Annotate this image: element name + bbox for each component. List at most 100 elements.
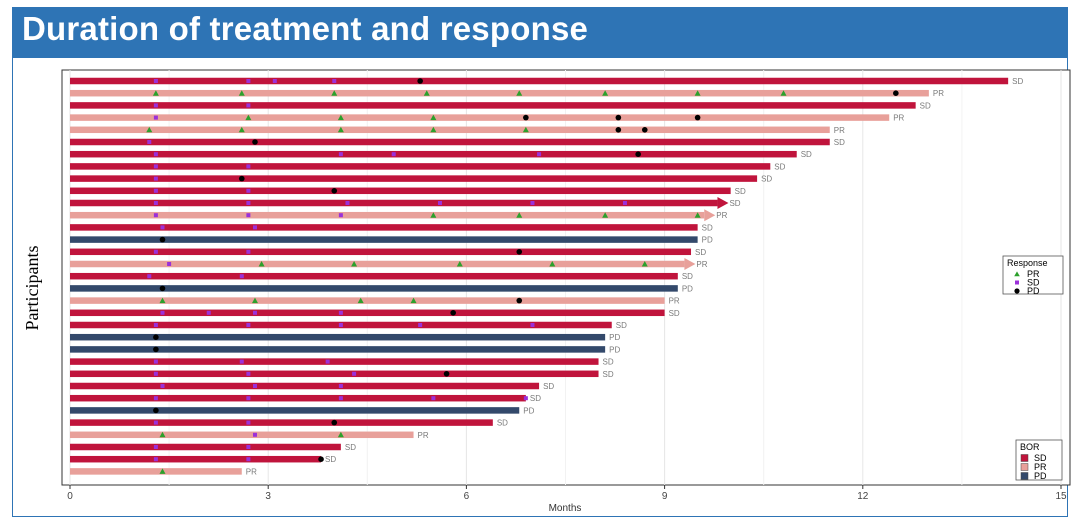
legend-response-box [1002, 255, 1064, 295]
participant-bar [70, 150, 797, 158]
participant-bar [70, 236, 698, 243]
sd-marker [153, 323, 158, 327]
participant-bar [70, 248, 692, 256]
pd-marker [635, 151, 641, 157]
bar-bor-label: SD [669, 309, 680, 318]
sd-marker [338, 384, 343, 388]
participant-bar [70, 468, 242, 475]
pr-marker [516, 212, 523, 218]
bar-bor-label: SD [801, 150, 812, 159]
sd-marker [246, 213, 251, 218]
bar-bor-label: PR [246, 467, 257, 476]
pr-marker [430, 212, 437, 218]
sd-marker [246, 396, 251, 401]
participant-bar [70, 102, 916, 109]
sd-marker [160, 310, 165, 315]
pd-marker [331, 419, 338, 426]
ongoing-arrow [704, 209, 716, 222]
bar-bor-label: PR [696, 260, 707, 269]
sd-marker [153, 79, 158, 83]
bar-bor-label: SD [543, 382, 554, 391]
sd-marker [246, 249, 251, 254]
bar-bor-label: SD [616, 321, 627, 330]
pr-marker [159, 468, 166, 474]
legend-circle-icon [1014, 288, 1020, 294]
bar-bor-label: PD [523, 406, 534, 415]
sd-marker [332, 79, 337, 83]
bar-bor-label: PD [682, 284, 693, 293]
sd-marker [160, 384, 165, 388]
legend-bor-label: SD [1034, 453, 1047, 463]
pd-marker [893, 90, 899, 96]
sd-marker [153, 445, 158, 449]
legend-response-label: SD [1027, 278, 1040, 288]
participant-bar [70, 285, 678, 292]
pr-marker [152, 90, 159, 96]
pd-marker [159, 236, 166, 243]
participant-bar [70, 126, 830, 134]
bar-bor-label: SD [603, 370, 614, 379]
legend-triangle-icon [1014, 271, 1020, 277]
pr-marker [337, 126, 344, 133]
participant-bar [70, 187, 731, 195]
x-tick-label: 0 [67, 491, 73, 502]
legend-response-title: Response [1007, 258, 1048, 268]
participant-bar [70, 175, 758, 182]
x-tick-label: 15 [1055, 491, 1067, 502]
y-axis-label: Participants [22, 246, 42, 331]
legend-bor-swatch [1020, 463, 1029, 471]
sd-marker [246, 323, 251, 327]
participant-bar [70, 138, 830, 146]
x-tick-label: 9 [662, 491, 668, 502]
sd-marker [325, 359, 330, 364]
pr-marker [549, 261, 556, 267]
sd-marker [153, 176, 158, 181]
sd-marker [147, 140, 152, 144]
sd-marker [338, 323, 343, 327]
x-axis: 0 3 6 9 12 15 [67, 485, 1067, 502]
pd-marker [450, 310, 456, 316]
sd-marker [338, 396, 343, 401]
pr-marker [694, 90, 701, 96]
sd-marker [153, 213, 158, 218]
sd-marker [206, 310, 211, 315]
sd-marker [153, 420, 158, 425]
pr-marker [456, 261, 463, 267]
pd-marker [443, 371, 450, 377]
sd-marker [153, 152, 158, 157]
participant-bar [70, 211, 705, 219]
pd-marker [238, 175, 245, 182]
sd-marker [622, 201, 627, 205]
sd-marker [153, 249, 158, 254]
bar-bor-label: SD [774, 162, 785, 171]
legend-response-label: PD [1027, 286, 1040, 296]
participant-bar [70, 114, 890, 121]
pr-marker [337, 114, 344, 121]
pr-marker [641, 261, 648, 267]
x-tick-label: 3 [265, 491, 271, 502]
x-tick-label: 12 [857, 491, 869, 502]
bar-bor-label: PD [609, 333, 620, 342]
participant-bar [70, 163, 771, 170]
legend-square-icon [1015, 280, 1019, 285]
pd-marker [615, 114, 622, 121]
sd-marker [530, 323, 535, 327]
bar-bor-label: SD [682, 272, 693, 281]
sd-marker [338, 310, 343, 315]
bar-bor-label: SD [729, 199, 740, 208]
ongoing-arrow [684, 258, 696, 270]
sd-marker [391, 152, 396, 157]
sd-marker [246, 164, 251, 169]
pr-marker [602, 90, 609, 96]
pd-marker [516, 249, 523, 255]
participant-bar [70, 333, 606, 341]
participant-bar [70, 407, 520, 414]
sd-marker [246, 445, 251, 449]
participant-bar [70, 297, 665, 304]
bar-bor-label: SD [735, 187, 746, 196]
sd-marker [246, 457, 251, 462]
sd-marker [160, 225, 165, 230]
bar-bor-label: PR [933, 89, 944, 98]
